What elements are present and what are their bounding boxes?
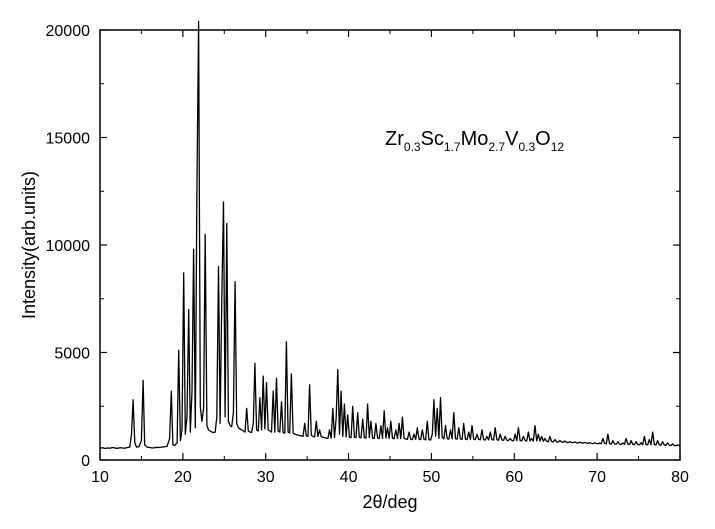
- x-tick-label: 50: [423, 469, 441, 486]
- x-tick-label: 80: [671, 469, 689, 486]
- chart-svg: 10 20 30 40 50 60 70 80 0 5000 10000 15000 20000 2θ/d…: [0, 0, 715, 529]
- y-tick-label: 0: [81, 453, 90, 470]
- x-tick-label: 60: [505, 469, 523, 486]
- x-tick-label: 40: [340, 469, 358, 486]
- y-tick-label: 15000: [46, 131, 91, 148]
- x-tick-label: 30: [257, 469, 275, 486]
- compound-formula: Zr0.3Sc1.7Mo2.7V0.3O12: [385, 128, 564, 154]
- x-tick-label: 10: [91, 469, 109, 486]
- y-tick-label: 20000: [46, 23, 91, 40]
- y-axis-label: Intensity(arb.units): [19, 171, 39, 319]
- xrd-chart: 10 20 30 40 50 60 70 80 0 5000 10000 15000 20000 2θ/d…: [0, 0, 715, 529]
- x-tick-label: 70: [588, 469, 606, 486]
- x-tick-label: 20: [174, 469, 192, 486]
- xrd-pattern-line: [100, 21, 680, 448]
- x-axis-label: 2θ/deg: [362, 492, 417, 512]
- y-tick-label: 5000: [54, 346, 90, 363]
- y-tick-label: 10000: [46, 238, 91, 255]
